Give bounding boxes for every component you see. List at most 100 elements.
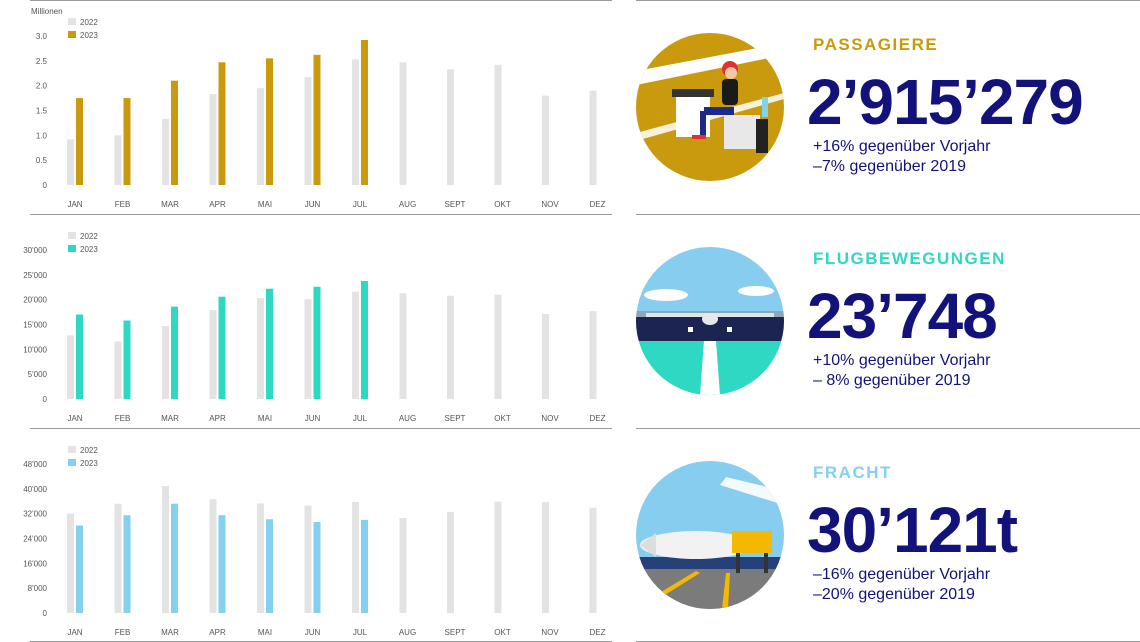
y-axis-label: Millionen [31,7,63,16]
bar-2022 [447,295,454,399]
bar-2023 [76,525,83,613]
bar-2022 [399,62,407,185]
legend-swatch [68,459,76,466]
bar-2023 [313,54,321,185]
legend-swatch [68,232,76,239]
bar-2023 [361,281,368,399]
bar-2023 [76,314,83,399]
y-tick-label: 30'000 [23,246,47,255]
metric-value: 30’121t [807,494,1018,566]
bar-2023 [76,98,83,185]
airplane-runway-icon [636,247,784,395]
bar-2023 [266,519,273,613]
y-tick-label: 40'000 [23,485,47,494]
bar-2022 [589,311,597,399]
legend-label: 2023 [80,459,98,468]
bar-2022 [589,507,597,613]
bar-2023 [218,515,226,613]
x-tick-label: MAR [161,414,179,423]
bar-2022 [494,64,502,185]
bar-2022 [209,94,217,185]
x-tick-label: APR [209,628,226,637]
legend-label: 2023 [80,245,98,254]
x-tick-label: DEZ [590,414,606,423]
x-tick-label: SEPT [445,628,466,637]
bar-2022 [162,325,169,399]
metric-label: FLUGBEWEGUNGEN [813,249,1006,268]
y-tick-label: 0 [43,609,48,618]
bar-2022 [494,501,502,613]
bar-2022 [304,77,312,185]
x-tick-label: NOV [541,628,559,637]
x-tick-label: AUG [399,414,416,423]
y-tick-label: 0 [43,181,48,190]
bar-2022 [352,501,359,613]
bar-2022 [399,293,407,399]
bar-2023 [266,58,273,185]
bar-2022 [447,69,454,185]
legend-label: 2022 [80,18,98,27]
bar-2023 [171,306,178,399]
legend-swatch [68,446,76,453]
passengers-panel: Millionen 0 0.5 1.0 1.5 2.0 2.5 3.0 JAN FEB MAR APR… [0,0,1140,214]
legend-label: 2022 [80,446,98,455]
bar-2022 [114,503,122,613]
divider-left [30,428,612,429]
x-tick-label: DEZ [590,200,606,209]
bar-2022 [257,88,264,185]
y-tick-label: 15'000 [23,321,47,330]
x-tick-label: APR [209,200,226,209]
y-tick-label: 25'000 [23,271,47,280]
bar-2023 [123,98,131,185]
x-tick-label: NOV [541,414,559,423]
x-tick-label: NOV [541,200,559,209]
bar-2022 [67,513,74,613]
bar-2022 [67,335,74,399]
bar-2022 [589,90,597,185]
bar-2023 [123,515,131,613]
x-tick-label: FEB [115,200,131,209]
x-tick-label: SEPT [445,414,466,423]
freight-bar-chart: 0 8'000 16'000 24'000 32'000 40'000 48'000 JAN F… [23,446,606,637]
metric-change-year: +10% gegenüber Vorjahr [813,352,991,369]
movements-bar-chart: 0 5'000 10'000 15'000 20'000 25'000 30'000 JAN F… [23,232,606,423]
bar-2022 [162,118,169,185]
y-tick-label: 0 [43,395,48,404]
x-tick-label: JUN [305,414,321,423]
metric-change-2019: – 8% gegenüber 2019 [813,372,971,389]
x-tick-label: MAI [258,628,272,637]
x-tick-label: OKT [494,414,511,423]
bar-2023 [266,288,273,399]
bar-2022 [447,511,454,613]
y-tick-label: 2.5 [36,57,48,66]
x-tick-label: MAR [161,200,179,209]
bar-2023 [313,522,321,613]
metric-change-year: –16% gegenüber Vorjahr [813,566,991,583]
legend-swatch [68,245,76,252]
bar-2023 [218,296,226,399]
x-tick-label: AUG [399,200,416,209]
x-tick-label: MAI [258,414,272,423]
y-tick-label: 24'000 [23,535,47,544]
freight-panel: 0 8'000 16'000 24'000 32'000 40'000 48'000 JAN F… [0,428,1140,642]
bar-2023 [361,519,368,613]
legend-swatch [68,18,76,25]
x-tick-label: JUL [353,414,368,423]
bar-2022 [542,95,549,185]
x-tick-label: FEB [115,414,131,423]
top-divider-right [636,0,1140,1]
x-tick-label: FEB [115,628,131,637]
metric-value: 23’748 [807,280,998,352]
x-tick-label: DEZ [590,628,606,637]
bar-2022 [399,518,407,613]
x-tick-label: JAN [67,414,82,423]
x-tick-label: JUL [353,628,368,637]
bar-2023 [171,80,178,185]
x-tick-label: MAR [161,628,179,637]
x-tick-label: JUN [305,628,321,637]
metric-value: 2’915’279 [807,66,1084,138]
bar-2023 [313,286,321,399]
bar-2022 [304,505,312,613]
metric-change-year: +16% gegenüber Vorjahr [813,138,991,155]
bar-2022 [542,502,549,613]
